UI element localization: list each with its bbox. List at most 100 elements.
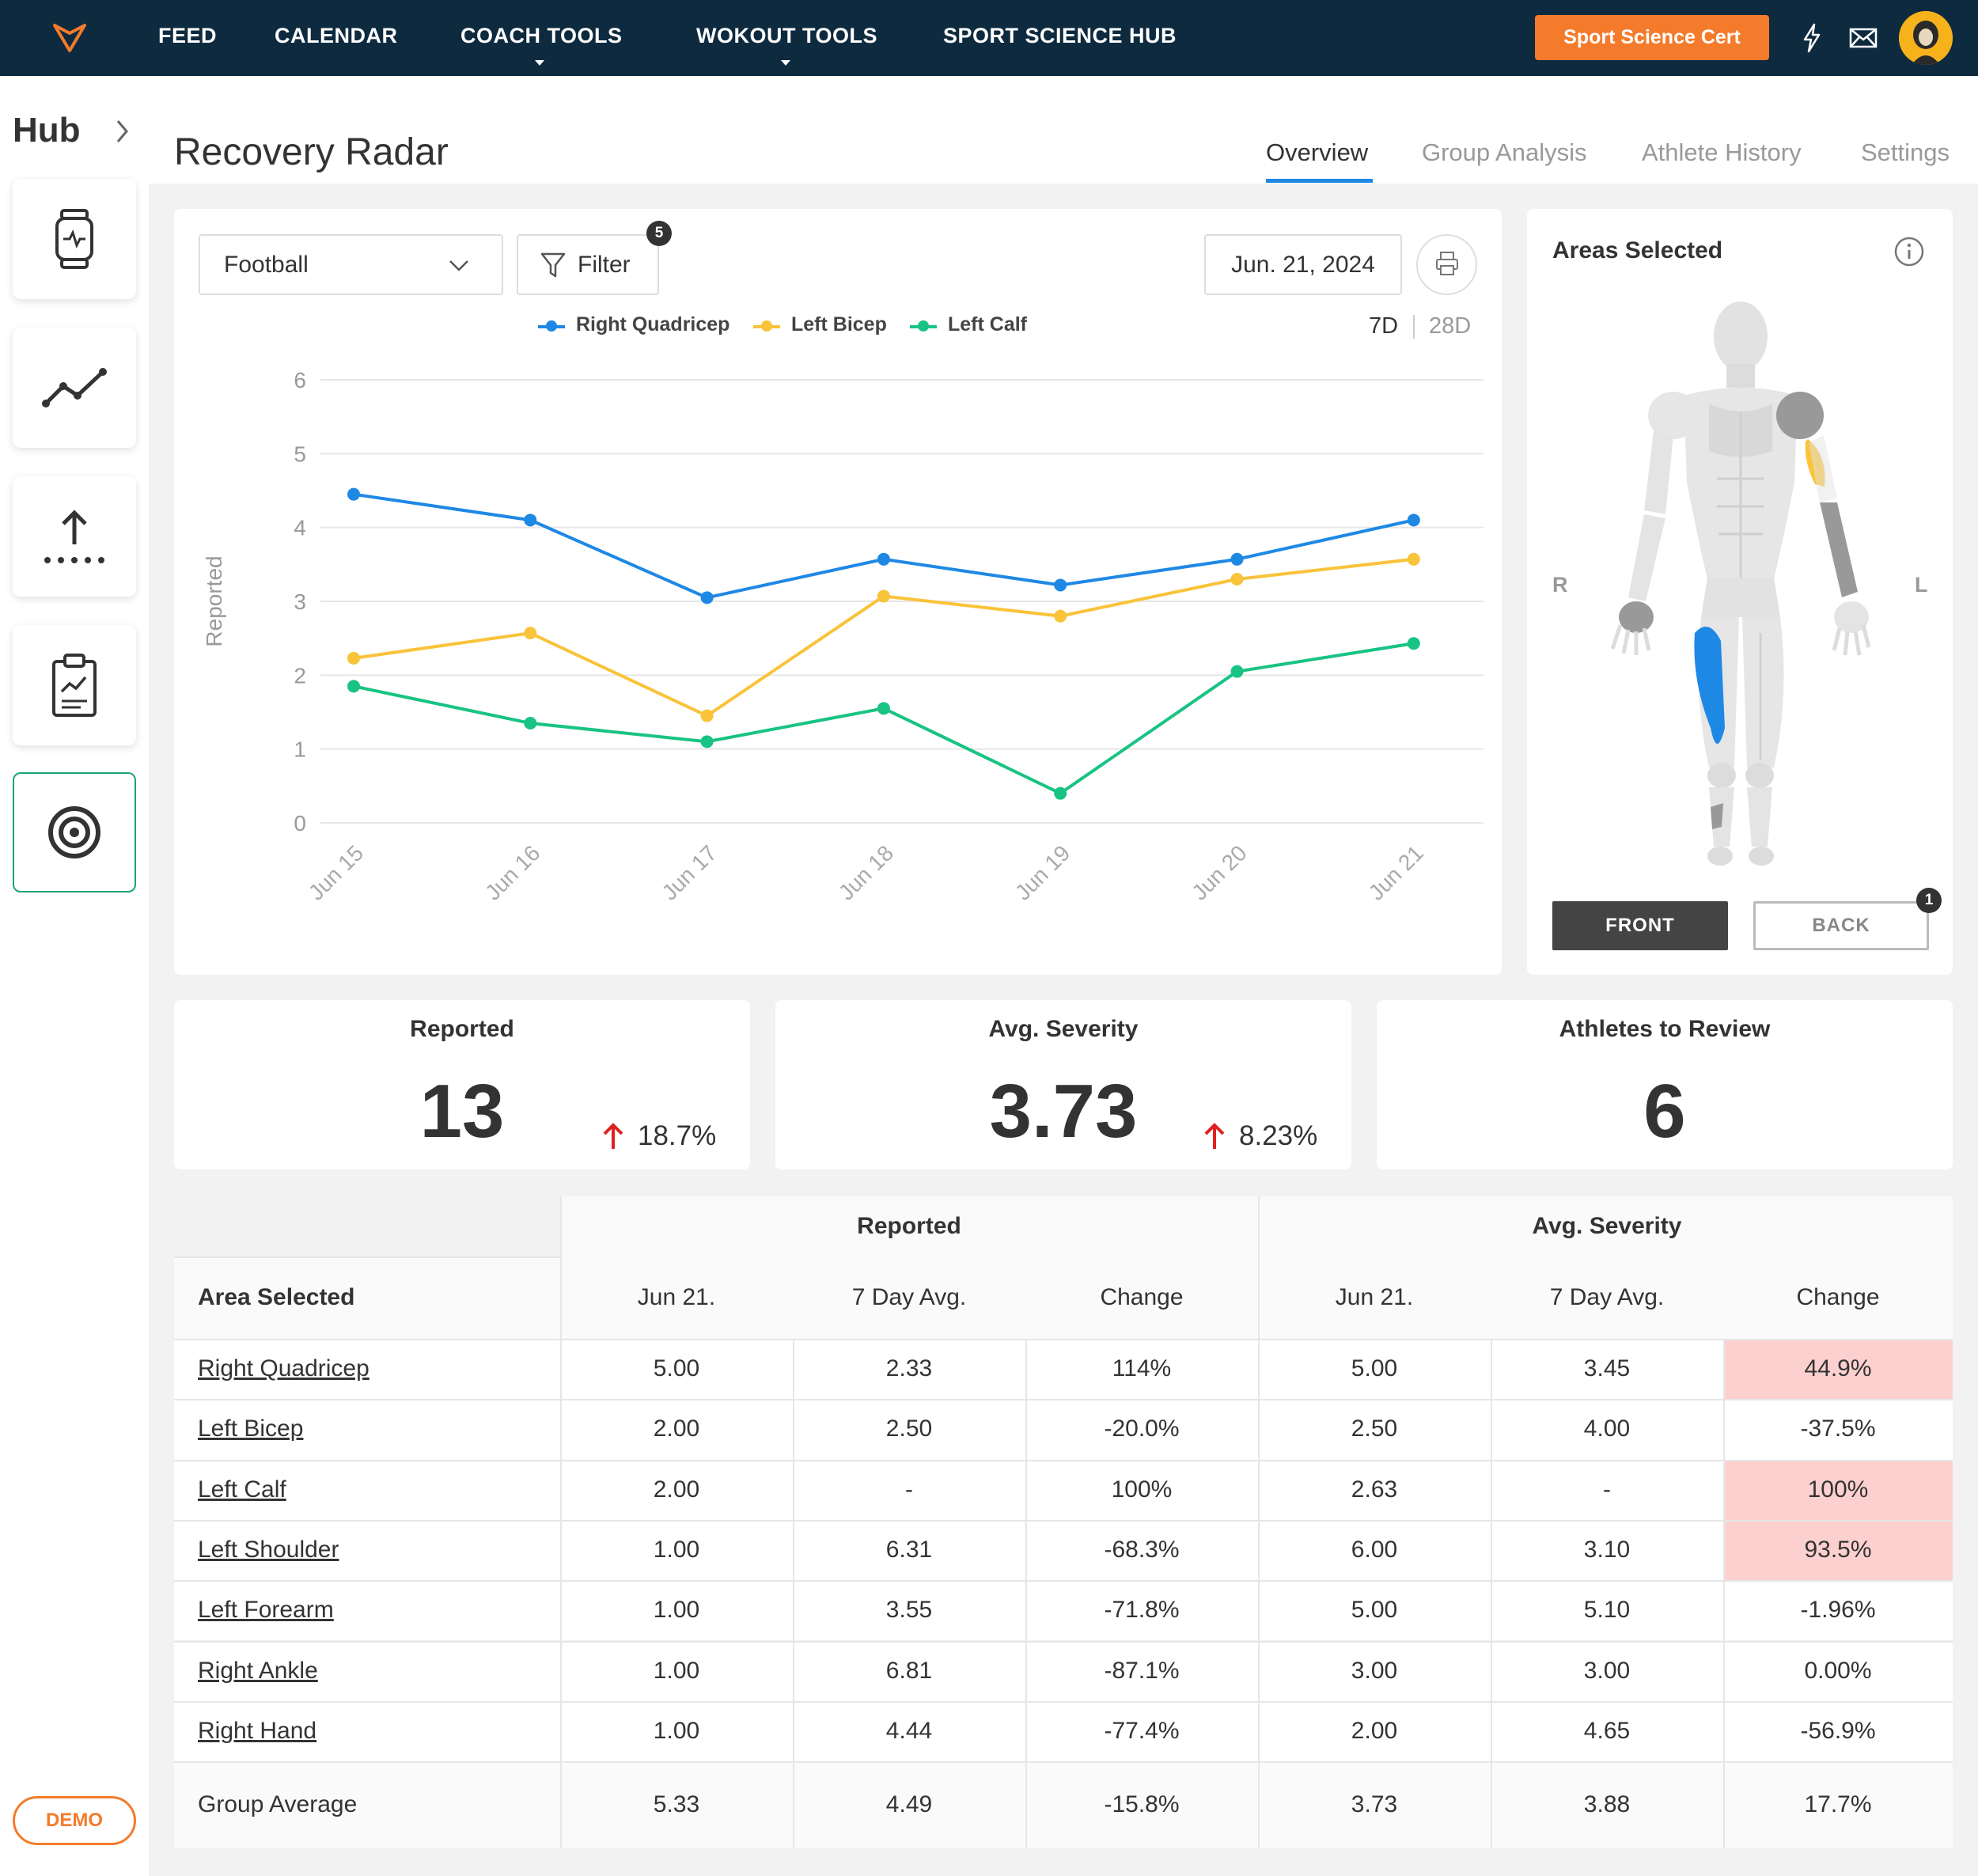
- body-map[interactable]: [1590, 301, 1891, 870]
- stat-value: 3.73: [989, 1069, 1138, 1154]
- table-cell: 2.00: [653, 1476, 700, 1503]
- nav-item-wokout-tools[interactable]: WOKOUT TOOLS: [696, 24, 877, 47]
- table-row: [174, 1700, 1953, 1762]
- tab-group-analysis[interactable]: Group Analysis: [1422, 138, 1587, 166]
- data-point: [877, 702, 890, 715]
- data-point: [347, 680, 360, 693]
- table-row: [174, 1580, 1953, 1641]
- back-view-button[interactable]: BACK: [1753, 901, 1929, 950]
- sidebar-tile-upload[interactable]: [13, 476, 136, 597]
- sidebar-tile-clipboard[interactable]: [13, 625, 136, 745]
- stat-card-athletes-review: [1377, 1000, 1953, 1169]
- table-cell: 2.33: [885, 1355, 933, 1382]
- front-view-button[interactable]: FRONT: [1552, 901, 1728, 950]
- table-cell: 5.00: [653, 1355, 700, 1382]
- table-cell: -37.5%: [1800, 1416, 1876, 1442]
- table-cell: 100%: [1111, 1476, 1173, 1503]
- area-link[interactable]: Left Bicep: [198, 1416, 304, 1442]
- table-cell: 100%: [1807, 1476, 1869, 1503]
- stat-value: 13: [419, 1069, 505, 1154]
- table-header-bg: [560, 1196, 1953, 1339]
- stat-value: 6: [1643, 1069, 1686, 1154]
- area-link[interactable]: Left Shoulder: [198, 1537, 339, 1563]
- table-cell: 5.00: [1351, 1597, 1398, 1624]
- range-7d[interactable]: 7D: [1369, 313, 1399, 339]
- table-cell: 44.9%: [1804, 1355, 1872, 1382]
- stat-change: 18.7%: [638, 1120, 717, 1151]
- legend-dot: [761, 320, 772, 332]
- date-picker[interactable]: Jun. 21, 2024: [1204, 234, 1402, 295]
- info-icon[interactable]: [1893, 236, 1925, 267]
- area-link[interactable]: Right Ankle: [198, 1657, 318, 1684]
- table-cell: 4.44: [885, 1717, 933, 1744]
- filter-label: Filter: [578, 252, 631, 278]
- column-header: Area Selected: [198, 1284, 355, 1310]
- range-divider: [1413, 315, 1415, 339]
- tab-overview[interactable]: Overview: [1266, 138, 1369, 166]
- bolt-icon[interactable]: [1796, 22, 1828, 54]
- table-cell: 3.00: [1583, 1657, 1631, 1684]
- column-header: Change: [1100, 1284, 1184, 1310]
- right-side-label: R: [1552, 573, 1568, 597]
- data-point: [524, 514, 537, 527]
- sidebar-tile-trends[interactable]: [13, 328, 136, 448]
- column-header: Jun 21.: [1335, 1284, 1414, 1310]
- chevron-right-icon[interactable]: [114, 117, 131, 146]
- nav-item-coach-tools[interactable]: COACH TOOLS: [460, 24, 623, 47]
- table-row: [174, 1640, 1953, 1701]
- smartwatch-icon: [55, 209, 93, 269]
- legend-item-left-bicep[interactable]: Left Bicep: [791, 313, 887, 335]
- filter-button[interactable]: [517, 234, 659, 295]
- table-row: [174, 1459, 1953, 1520]
- sport-science-cert-button[interactable]: Sport Science Cert: [1535, 15, 1769, 60]
- arrow-up-icon: [1204, 1123, 1225, 1149]
- table-footer-row: [174, 1761, 1953, 1849]
- legend-item-left-calf[interactable]: Left Calf: [948, 313, 1027, 335]
- nav-item-feed[interactable]: FEED: [158, 24, 218, 47]
- avatar[interactable]: [1899, 11, 1953, 65]
- table-cell: 1.00: [653, 1657, 700, 1684]
- table-cell: 114%: [1112, 1355, 1172, 1382]
- data-point: [524, 627, 537, 640]
- mail-icon[interactable]: [1847, 22, 1879, 54]
- tab-settings[interactable]: Settings: [1861, 138, 1950, 166]
- tab-athlete-history[interactable]: Athlete History: [1642, 138, 1802, 166]
- table-cell: -87.1%: [1104, 1657, 1180, 1684]
- data-point: [524, 717, 537, 730]
- data-point: [1407, 514, 1420, 527]
- column-divider: [1723, 1339, 1725, 1849]
- nav-item-calendar[interactable]: CALENDAR: [275, 24, 398, 47]
- group-header: Reported: [857, 1213, 961, 1239]
- arrow-up-icon: [603, 1123, 623, 1149]
- stat-title: Reported: [410, 1016, 514, 1042]
- area-link[interactable]: Right Quadricep: [198, 1355, 369, 1382]
- range-28d[interactable]: 28D: [1429, 313, 1472, 339]
- data-point: [1054, 578, 1067, 592]
- table-cell: 3.45: [1583, 1355, 1631, 1382]
- printer-icon: [1435, 252, 1458, 275]
- sidebar-tile-recovery-radar[interactable]: [13, 772, 136, 893]
- print-button[interactable]: [1416, 234, 1477, 295]
- target-icon: [48, 806, 100, 858]
- nav-item-sport-science-hub[interactable]: SPORT SCIENCE HUB: [943, 24, 1177, 47]
- table-cell: 5.10: [1583, 1597, 1631, 1624]
- table-cell: 3.55: [885, 1597, 933, 1624]
- legend-item-right-quadricep[interactable]: Right Quadricep: [576, 313, 730, 335]
- series-line-left-calf: [353, 642, 1415, 795]
- data-point: [1407, 637, 1420, 650]
- chevron-down-icon: [535, 60, 544, 66]
- table-cell: 3.00: [1351, 1657, 1398, 1684]
- area-link[interactable]: Left Calf: [198, 1476, 286, 1503]
- table-cell: -1.96%: [1800, 1597, 1876, 1624]
- logo-icon[interactable]: [52, 22, 87, 54]
- y-tick-label: 1: [294, 737, 306, 762]
- table-cell: 17.7%: [1804, 1791, 1872, 1818]
- column-header: 7 Day Avg.: [1549, 1284, 1665, 1310]
- area-link[interactable]: Right Hand: [198, 1717, 317, 1744]
- column-divider: [1025, 1339, 1027, 1849]
- sidebar-tile-smartwatch[interactable]: [13, 179, 136, 299]
- area-link[interactable]: Left Forearm: [198, 1597, 334, 1624]
- demo-button[interactable]: DEMO: [13, 1796, 136, 1845]
- column-divider: [1491, 1339, 1492, 1849]
- table-cell: 4.00: [1583, 1416, 1631, 1442]
